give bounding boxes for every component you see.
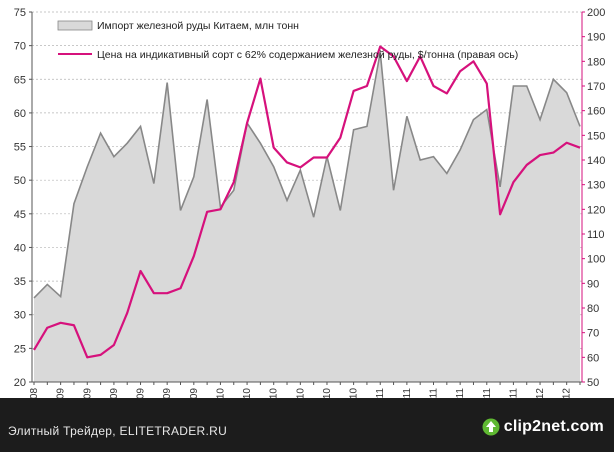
x-tick-label: сен'09 (162, 388, 173, 398)
legend-label-price: Цена на индикативный сорт с 62% содержан… (97, 49, 518, 61)
left-tick-label: 35 (14, 276, 26, 288)
right-tick-label: 130 (587, 180, 605, 192)
x-tick-label: мар'11 (402, 388, 413, 398)
right-tick-label: 170 (587, 81, 605, 93)
left-axis-ticks: 20 25 30 35 40 45 50 55 60 65 70 75 (14, 7, 32, 389)
x-axis-ticks: ноя'08 янв'09 мар'09 май'09 июл'09 сен'09 ноя'… (29, 382, 581, 398)
logo-text: clip2net.com (503, 418, 604, 435)
left-tick-label: 25 (14, 343, 26, 355)
right-tick-label: 80 (587, 303, 599, 315)
chart: 20 25 30 35 40 45 50 55 60 65 70 75 50 60 70 80 90 100 11… (13, 7, 606, 398)
clip2net-logo: clip2net.com (482, 418, 604, 436)
left-tick-label: 40 (14, 242, 26, 254)
right-tick-label: 180 (587, 56, 605, 68)
right-tick-label: 60 (587, 352, 599, 364)
left-tick-label: 30 (14, 310, 26, 322)
right-tick-label: 200 (587, 7, 605, 19)
left-tick-label: 50 (14, 175, 26, 187)
left-tick-label: 20 (14, 377, 26, 389)
area-series-import (33, 52, 581, 382)
price-line (33, 45, 581, 359)
import-area-fill (34, 52, 580, 382)
axes (31, 12, 583, 383)
right-tick-label: 120 (587, 204, 605, 216)
import-area-outline (33, 52, 581, 299)
x-tick-label: мар'09 (82, 388, 93, 398)
x-tick-label: мар'12 (562, 388, 573, 398)
x-tick-label: янв'12 (535, 388, 546, 398)
left-tick-label: 75 (14, 7, 26, 19)
right-axis-ticks: 50 60 70 80 90 100 110 120 130 140 150 160 170 180 190… (582, 7, 605, 389)
right-tick-label: 110 (587, 229, 605, 241)
x-tick-label: ноя'08 (29, 388, 40, 398)
x-tick-label: янв'11 (375, 388, 386, 398)
x-tick-label: ноя'10 (349, 388, 360, 398)
left-tick-label: 65 (14, 74, 26, 86)
x-tick-label: янв'10 (215, 388, 226, 398)
right-tick-label: 160 (587, 106, 605, 118)
right-tick-label: 140 (587, 155, 605, 167)
right-tick-label: 90 (587, 278, 599, 290)
x-tick-label: июл'09 (136, 388, 147, 398)
x-tick-label: мар'10 (242, 388, 253, 398)
right-tick-label: 50 (587, 377, 599, 389)
x-tick-label: июл'11 (455, 388, 466, 398)
right-tick-label: 100 (587, 254, 605, 266)
legend-label-import: Импорт железной руды Китаем, млн тонн (97, 20, 299, 32)
right-tick-label: 150 (587, 130, 605, 142)
line-series-price (33, 45, 581, 359)
left-tick-label: 55 (14, 142, 26, 154)
x-tick-label: сен'11 (482, 388, 493, 398)
x-tick-label: май'10 (269, 388, 280, 398)
x-tick-label: июл'10 (295, 388, 306, 398)
left-tick-label: 60 (14, 108, 26, 120)
footer-bar: Элитный Трейдер, ELITETRADER.RU clip2net… (0, 398, 614, 452)
x-tick-label: ноя'11 (508, 388, 519, 398)
x-tick-label: май'09 (109, 388, 120, 398)
x-tick-label: ноя'09 (189, 388, 200, 398)
legend: Импорт железной руды Китаем, млн тонн Це… (57, 20, 518, 61)
right-tick-label: 190 (587, 32, 605, 44)
left-tick-label: 45 (14, 209, 26, 221)
x-tick-label: янв'09 (56, 388, 67, 398)
x-tick-label: май'11 (429, 388, 440, 398)
arrow-up-icon (482, 418, 500, 436)
left-tick-label: 70 (14, 41, 26, 53)
footer-source-text: Элитный Трейдер, ELITETRADER.RU (8, 424, 228, 438)
right-tick-label: 70 (587, 328, 599, 340)
legend-swatch-import (57, 20, 93, 31)
x-tick-label: сен'10 (322, 388, 333, 398)
